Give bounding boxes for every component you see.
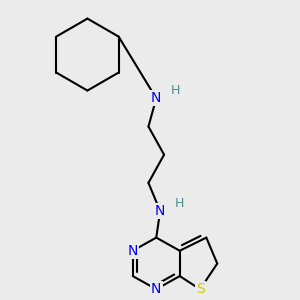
Text: H: H bbox=[175, 197, 184, 210]
Text: N: N bbox=[151, 92, 161, 105]
Text: N: N bbox=[128, 244, 138, 258]
Text: S: S bbox=[196, 282, 204, 296]
Text: N: N bbox=[151, 282, 161, 296]
Text: H: H bbox=[170, 84, 180, 97]
Text: N: N bbox=[155, 204, 165, 218]
